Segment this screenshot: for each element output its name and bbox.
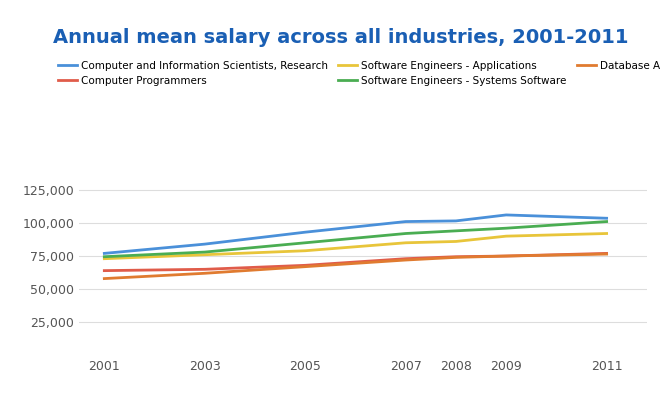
Text: Annual mean salary across all industries, 2001-2011: Annual mean salary across all industries… bbox=[53, 28, 628, 47]
Legend: Computer and Information Scientists, Research, Computer Programmers, Software En: Computer and Information Scientists, Res… bbox=[58, 60, 660, 86]
